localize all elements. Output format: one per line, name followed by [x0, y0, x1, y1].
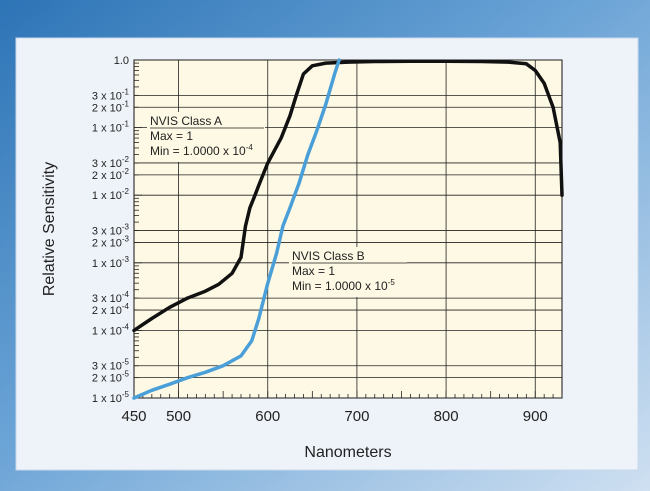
annotation-box [147, 112, 265, 162]
annotation-box [289, 247, 407, 297]
annotation-max: Max = 1 [292, 264, 335, 278]
y-tick-label: 1 x 10-4 [92, 322, 130, 337]
y-tick-label: 2 x 10-2 [92, 167, 130, 182]
annotation-min: Min = 1.0000 x 10-4 [150, 143, 253, 158]
annotation-min: Min = 1.0000 x 10-5 [292, 278, 395, 293]
y-tick-label: 3 x 10-3 [92, 223, 130, 238]
series-line-class-b [132, 58, 341, 400]
y-tick-label: 2 x 10-5 [92, 370, 130, 385]
tick-labels: 1.03 x 10-12 x 10-11 x 10-13 x 10-22 x 1… [92, 55, 548, 425]
y-tick-label: 1 x 10-1 [92, 120, 130, 135]
series-lines [132, 58, 564, 400]
y-tick-label: 3 x 10-4 [92, 290, 130, 305]
x-tick-label: 600 [255, 408, 280, 425]
x-axis-label: Nanometers [304, 444, 391, 461]
x-tick-label: 900 [523, 408, 548, 425]
y-tick-label: 2 x 10-3 [92, 234, 130, 249]
annotation-title: NVIS Class A [150, 114, 222, 128]
y-tick-label: 2 x 10-1 [92, 99, 130, 114]
y-tick-label: 1.0 [114, 55, 129, 67]
y-tick-label: 1 x 10-5 [92, 390, 130, 405]
x-tick-label: 800 [434, 408, 459, 425]
y-tick-label: 1 x 10-3 [92, 255, 130, 270]
x-tick-label: 700 [344, 408, 369, 425]
series-line-class-a [132, 59, 564, 333]
y-tick-label: 3 x 10-5 [92, 358, 130, 373]
annotation-title: NVIS Class B [292, 249, 365, 263]
y-tick-label: 3 x 10-2 [92, 155, 130, 170]
y-tick-label: 1 x 10-2 [92, 187, 130, 202]
y-tick-label: 2 x 10-4 [92, 302, 130, 317]
plot-area [133, 59, 563, 399]
x-tick-label: 500 [166, 408, 191, 425]
y-tick-label: 3 x 10-1 [92, 87, 130, 102]
y-axis-label: Relative Sensitivity [41, 162, 58, 296]
annotation-max: Max = 1 [150, 129, 193, 143]
x-tick-label: 450 [121, 408, 146, 425]
